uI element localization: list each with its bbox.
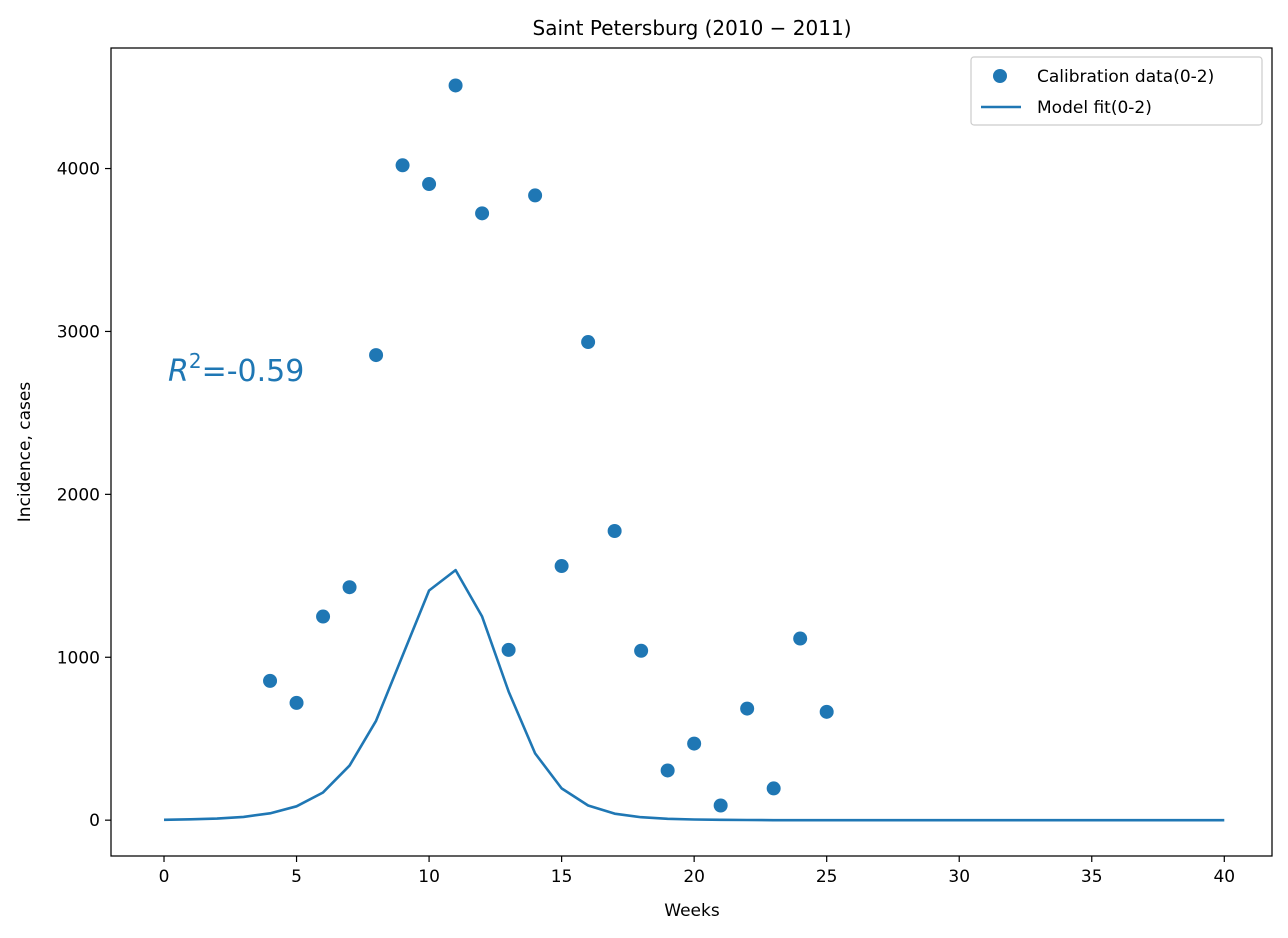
x-axis: 0 5 10 15 20 25 30 35 40 <box>159 856 1235 887</box>
calibration-point <box>687 736 702 751</box>
calibration-point <box>793 631 808 646</box>
calibration-point <box>528 188 543 203</box>
x-tick-label: 30 <box>948 867 970 887</box>
calibration-point <box>395 158 410 173</box>
calibration-point <box>607 524 622 539</box>
legend-scatter-marker <box>993 69 1007 83</box>
calibration-point <box>422 177 437 192</box>
calibration-point <box>501 642 516 657</box>
calibration-point <box>740 701 755 716</box>
x-tick-label: 40 <box>1213 867 1235 887</box>
x-tick-label: 0 <box>159 867 170 887</box>
calibration-point <box>554 559 569 574</box>
y-tick-label: 4000 <box>57 160 100 180</box>
x-axis-label: Weeks <box>664 901 720 921</box>
x-tick-label: 35 <box>1081 867 1103 887</box>
legend-box <box>970 56 1263 126</box>
r-squared-base: R <box>168 354 189 389</box>
calibration-point <box>342 580 357 595</box>
x-tick-label: 20 <box>683 867 705 887</box>
legend: Calibration data(0-2) Model fit(0-2) <box>970 56 1263 126</box>
x-tick-label: 15 <box>551 867 573 887</box>
legend-label-model: Model fit(0-2) <box>1037 98 1152 118</box>
calibration-point <box>263 673 278 688</box>
calibration-point <box>369 348 384 363</box>
model-fit-line <box>163 568 1225 822</box>
x-tick-label: 25 <box>816 867 838 887</box>
y-axis: 0 1000 2000 3000 4000 <box>57 160 111 831</box>
r-squared-value: =-0.59 <box>202 354 305 389</box>
axes-frame <box>110 47 1273 857</box>
y-tick-label: 3000 <box>57 322 100 342</box>
calibration-point <box>581 335 596 350</box>
calibration-point <box>660 763 675 778</box>
calibration-point <box>475 206 490 221</box>
r-squared-superscript: 2 <box>189 349 202 373</box>
calibration-point <box>316 609 331 624</box>
chart-title: Saint Petersburg (2010 − 2011) <box>533 16 852 40</box>
x-tick-label: 5 <box>291 867 302 887</box>
plot-area <box>163 78 1225 822</box>
legend-label-calibration: Calibration data(0-2) <box>1037 67 1214 87</box>
calibration-point <box>634 643 649 658</box>
calibration-point <box>448 78 463 93</box>
calibration-point <box>766 781 781 796</box>
calibration-point <box>713 798 728 813</box>
calibration-point <box>289 695 304 710</box>
y-tick-label: 1000 <box>57 648 100 668</box>
y-tick-label: 2000 <box>57 485 100 505</box>
r-squared-annotation: R2=-0.59 <box>168 349 304 389</box>
y-tick-label: 0 <box>89 811 100 831</box>
x-tick-label: 10 <box>418 867 440 887</box>
calibration-point <box>819 704 834 719</box>
y-axis-label: Incidence, cases <box>15 382 35 523</box>
